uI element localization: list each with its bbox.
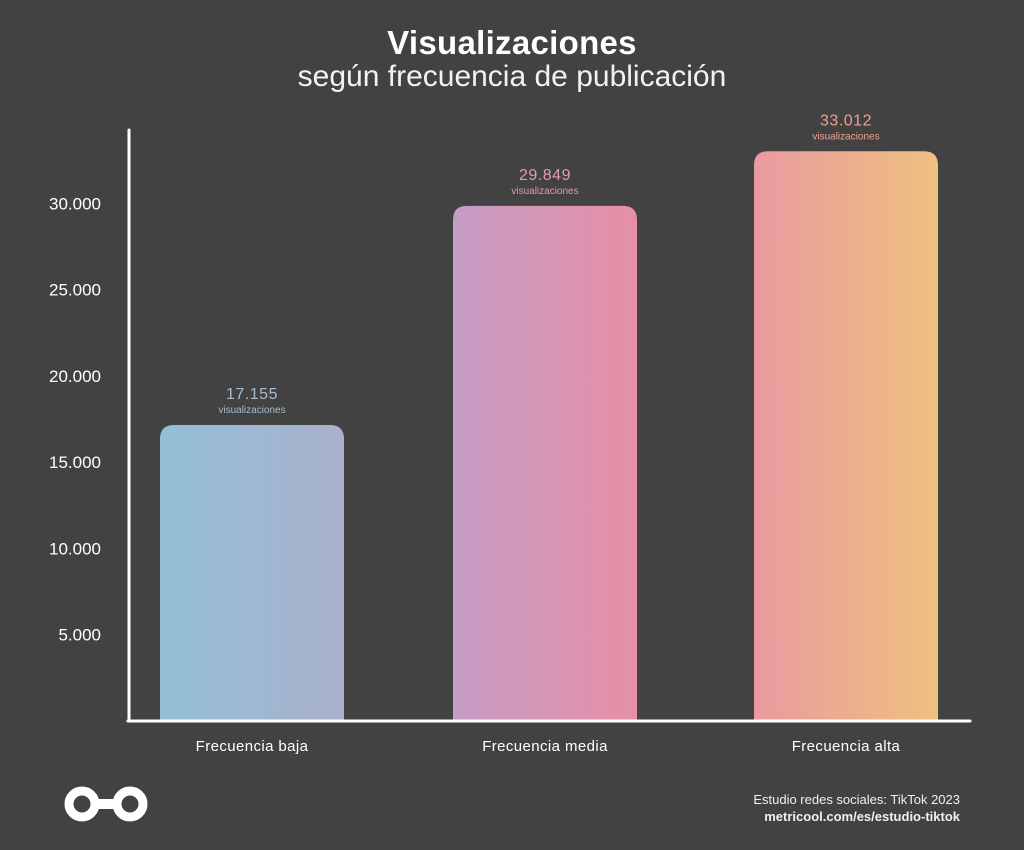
chart-subtitle: según frecuencia de publicación: [297, 60, 727, 93]
y-tick-label: 25.000: [49, 281, 101, 300]
x-tick-label: Frecuencia baja: [196, 738, 309, 755]
bar-unit-label-2: visualizaciones: [812, 131, 879, 142]
bar-1: [453, 205, 637, 721]
bar-value-label-1: 29.849: [519, 167, 571, 184]
y-tick-label: 20.000: [49, 367, 101, 386]
x-tick-label: Frecuencia alta: [792, 738, 901, 755]
bar-value-label-2: 33.012: [820, 112, 872, 129]
source-url: metricool.com/es/estudio-tiktok: [764, 809, 960, 824]
chart-title: Visualizaciones: [387, 24, 637, 61]
bar-0: [160, 424, 344, 721]
y-tick-label: 10.000: [49, 539, 101, 558]
metricool-infinity-icon: [64, 786, 148, 822]
source-note: Estudio redes sociales: TikTok 2023 metr…: [753, 791, 960, 825]
bar-chart: 17.155 visualizaciones 29.849 visualizacion…: [49, 112, 972, 755]
bar-unit-label-1: visualizaciones: [511, 186, 578, 197]
x-tick-label: Frecuencia media: [482, 738, 608, 755]
y-tick-label: 30.000: [49, 194, 101, 213]
source-line: Estudio redes sociales: TikTok 2023: [753, 792, 960, 807]
y-tick-label: 5.000: [58, 626, 101, 645]
y-tick-label: 15.000: [49, 453, 101, 472]
bar-unit-label-0: visualizaciones: [218, 405, 285, 416]
bar-2: [754, 151, 938, 722]
bar-value-label-0: 17.155: [226, 386, 278, 403]
